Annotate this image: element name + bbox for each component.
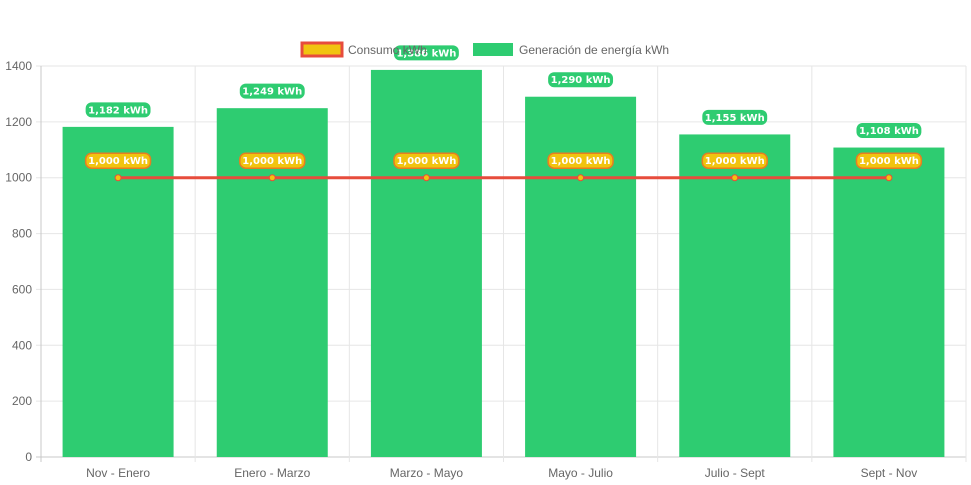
bar-series xyxy=(62,69,945,458)
data-labels: 1,182 kWh 1,249 kWh 1,386 kWh 1,290 kWh 1,15… xyxy=(84,45,923,169)
data-label-generacion: 1,386 kWh xyxy=(393,45,459,61)
data-label-text: 1,000 kWh xyxy=(88,156,148,167)
data-label-bg xyxy=(856,123,922,139)
data-label-text: 1,155 kWh xyxy=(705,113,765,124)
y-tick-label: 1000 xyxy=(5,171,32,185)
data-label-text: 1,249 kWh xyxy=(242,87,302,98)
data-label-bg xyxy=(84,152,152,169)
data-label-bg xyxy=(855,152,923,169)
y-tick-label: 800 xyxy=(12,227,32,241)
grid-lines xyxy=(36,65,967,462)
legend-swatch-generacion xyxy=(473,43,513,56)
data-label-bg xyxy=(702,109,768,125)
data-label-bg xyxy=(547,152,614,169)
data-label-generacion: 1,108 kWh xyxy=(856,123,922,139)
bar-generacion[interactable] xyxy=(62,126,174,458)
bar-generacion[interactable] xyxy=(679,134,791,458)
y-tick-label: 1200 xyxy=(5,115,32,129)
data-label-consumo: 1,000 kWh xyxy=(239,152,306,169)
data-label-consumo: 1,000 kWh xyxy=(547,152,614,169)
point-consumo[interactable] xyxy=(114,174,122,182)
y-tick-label: 400 xyxy=(12,338,32,352)
data-label-bg xyxy=(85,102,151,118)
data-label-generacion: 1,155 kWh xyxy=(702,109,768,125)
data-label-generacion: 1,290 kWh xyxy=(548,72,614,88)
data-label-consumo: 1,000 kWh xyxy=(701,152,768,169)
point-consumo[interactable] xyxy=(268,174,276,182)
legend-item-generacion[interactable]: Generación de energía kWh xyxy=(473,43,669,57)
data-label-bg xyxy=(548,72,614,88)
point-consumo[interactable] xyxy=(731,174,739,182)
legend-item-consumo[interactable]: Consumo kWh xyxy=(300,41,427,58)
data-label-consumo: 1,000 kWh xyxy=(393,152,460,169)
point-consumo[interactable] xyxy=(422,174,430,182)
legend[interactable]: Consumo kWh Generación de energía kWh xyxy=(300,41,669,58)
y-tick-label: 200 xyxy=(12,394,32,408)
point-consumo[interactable] xyxy=(885,174,893,182)
x-tick-label: Julio - Sept xyxy=(705,466,766,480)
bar-generacion[interactable] xyxy=(833,147,945,457)
data-label-text: 1,108 kWh xyxy=(859,126,919,137)
data-label-bg xyxy=(239,152,306,169)
legend-swatch-consumo xyxy=(300,41,344,58)
legend-label-generacion: Generación de energía kWh xyxy=(519,43,669,57)
x-tick-label: Enero - Marzo xyxy=(234,466,310,480)
y-axis: 0 200 400 600 800 1000 1200 1400 xyxy=(5,59,32,464)
data-label-text: 1,000 kWh xyxy=(551,156,611,167)
legend-label-consumo: Consumo kWh xyxy=(348,43,427,57)
data-label-text: 1,182 kWh xyxy=(88,105,148,116)
x-tick-label: Mayo - Julio xyxy=(548,466,613,480)
bar-generacion[interactable] xyxy=(370,69,482,457)
data-label-text: 1,000 kWh xyxy=(859,156,919,167)
data-label-text: 1,386 kWh xyxy=(396,48,456,59)
y-tick-label: 0 xyxy=(25,450,32,464)
data-label-generacion: 1,249 kWh xyxy=(239,83,305,99)
data-label-bg xyxy=(701,152,768,169)
data-label-text: 1,290 kWh xyxy=(551,75,611,86)
line-series xyxy=(114,174,893,182)
data-label-consumo: 1,000 kWh xyxy=(84,152,152,169)
data-label-bg xyxy=(393,45,459,61)
point-consumo[interactable] xyxy=(577,174,585,182)
x-tick-label: Marzo - Mayo xyxy=(390,466,464,480)
y-tick-label: 1400 xyxy=(5,59,32,73)
data-label-generacion: 1,182 kWh xyxy=(85,102,151,118)
bar-generacion[interactable] xyxy=(525,96,637,457)
data-label-text: 1,000 kWh xyxy=(242,156,302,167)
x-axis: Nov - Enero Enero - Marzo Marzo - Mayo Mayo… xyxy=(86,466,917,480)
x-tick-label: Nov - Enero xyxy=(86,466,150,480)
data-label-text: 1,000 kWh xyxy=(705,156,765,167)
x-tick-label: Sept - Nov xyxy=(861,466,918,480)
y-tick-label: 600 xyxy=(12,282,32,296)
data-label-bg xyxy=(393,152,460,169)
data-label-text: 1,000 kWh xyxy=(396,156,456,167)
data-label-bg xyxy=(239,83,305,99)
data-label-consumo: 1,000 kWh xyxy=(855,152,923,169)
